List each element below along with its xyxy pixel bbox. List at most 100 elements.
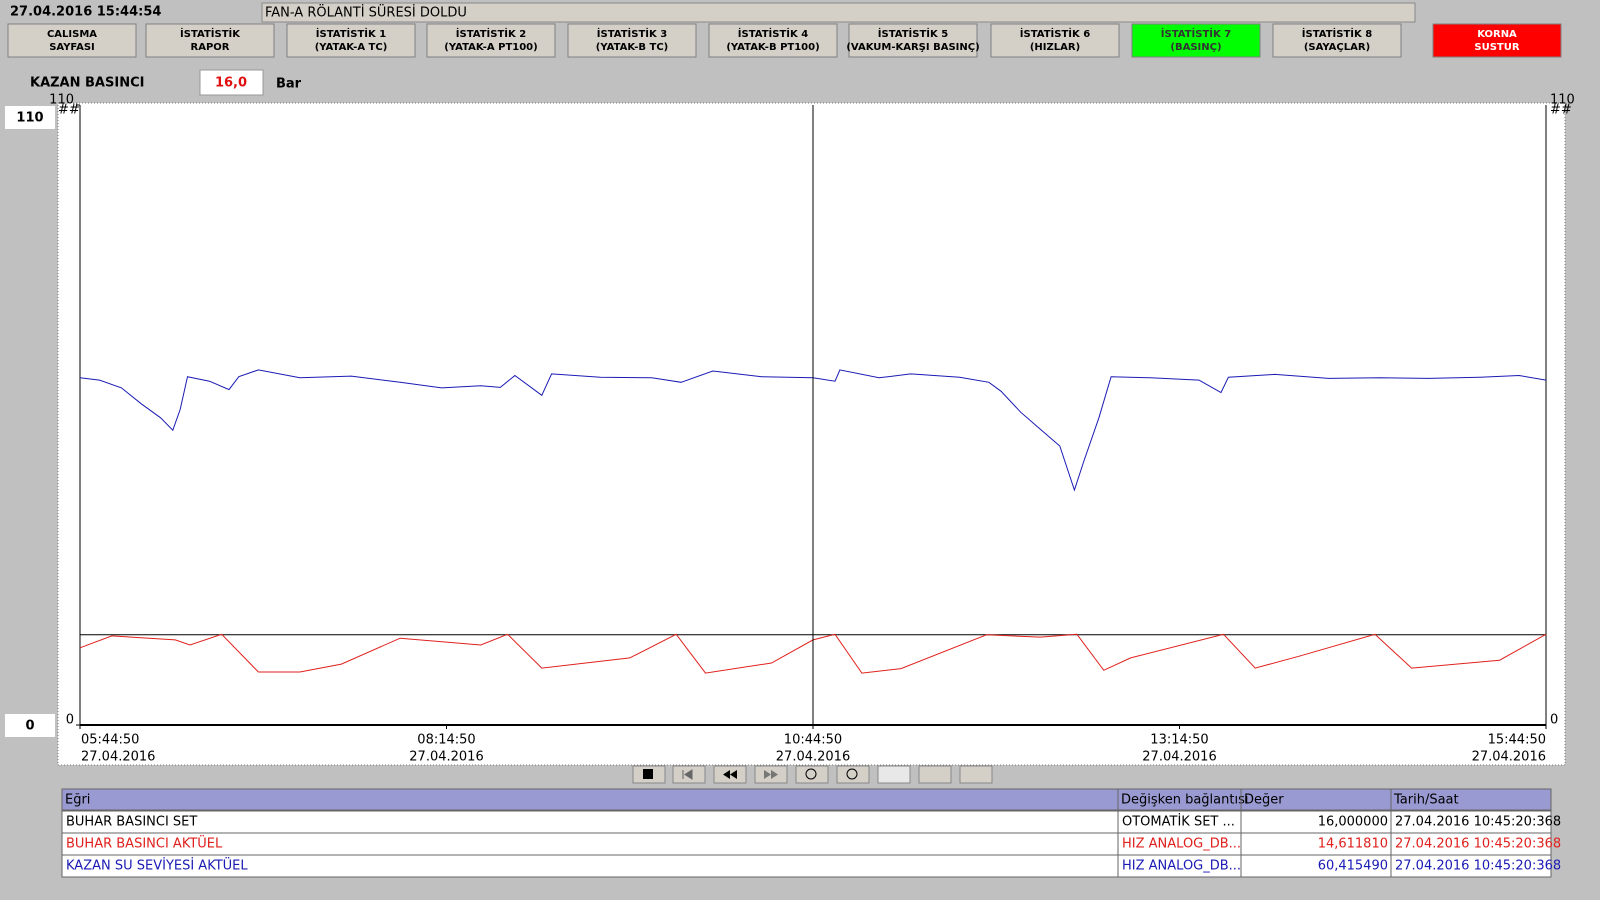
x-tick-label: 05:44:50 bbox=[81, 733, 139, 748]
top-marker: ## bbox=[1550, 103, 1572, 118]
message: FAN-A RÖLANTİ SÜRESİ DOLDU bbox=[265, 4, 467, 21]
y-tick-label: 0 bbox=[66, 713, 74, 728]
button-label: (BASINÇ) bbox=[1170, 42, 1221, 53]
button-label: RAPOR bbox=[191, 42, 230, 53]
toolbar bbox=[632, 765, 993, 784]
button-face[interactable] bbox=[1272, 23, 1402, 58]
x-tick-label: 15:44:50 bbox=[1488, 733, 1546, 748]
button-label: İSTATİSTİK bbox=[180, 26, 241, 40]
button-label: İSTATİSTİK 1 bbox=[316, 26, 386, 40]
nav-button[interactable]: İSTATİSTİK 7 (BASINÇ) bbox=[1131, 23, 1261, 58]
readout-label: KAZAN BASINCI bbox=[30, 76, 144, 91]
table-cell: HIZ ANALOG_DB... bbox=[1122, 837, 1241, 852]
button-label: İSTATİSTİK 3 bbox=[597, 26, 667, 40]
x-tick-date: 27.04.2016 bbox=[1142, 750, 1216, 765]
table-cell: KAZAN SU SEVİYESİ AKTÜEL bbox=[66, 857, 248, 874]
table-cell: 16,000000 bbox=[1318, 815, 1388, 830]
button-label: İSTATİSTİK 5 bbox=[878, 26, 948, 40]
nav-button[interactable]: İSTATİSTİK 4 (YATAK-B PT100) bbox=[708, 23, 838, 58]
datetime: 27.04.2016 15:44:54 bbox=[10, 5, 161, 20]
button-label: CALISMA bbox=[47, 29, 97, 40]
y-tick-label: 110 bbox=[1550, 93, 1575, 108]
table-cell: 14,611810 bbox=[1318, 837, 1388, 852]
button-bar: CALISMASAYFASIİSTATİSTİKRAPORİSTATİSTİK … bbox=[7, 23, 1562, 58]
x-tick-label: 13:14:50 bbox=[1150, 733, 1208, 748]
button-face[interactable] bbox=[1131, 23, 1261, 58]
button-face[interactable] bbox=[145, 23, 275, 58]
button-label: (YATAK-A TC) bbox=[315, 42, 388, 53]
y-tick-box bbox=[5, 714, 55, 737]
x-tick-date: 27.04.2016 bbox=[81, 750, 155, 765]
first-icon bbox=[682, 769, 693, 780]
table-cell: 60,415490 bbox=[1318, 859, 1388, 874]
x-tick-date: 27.04.2016 bbox=[776, 750, 850, 765]
y-tick-label: 0 bbox=[25, 719, 34, 734]
button-face[interactable] bbox=[286, 23, 416, 58]
nav-button[interactable]: İSTATİSTİK 1 (YATAK-A TC) bbox=[286, 23, 416, 58]
chart: ## ## 0 0 0 110 110 110 05:44:50 27.04.2016 08:14:… bbox=[5, 93, 1575, 765]
nav-button[interactable]: İSTATİSTİK 8 (SAYAÇLAR) bbox=[1272, 23, 1402, 58]
x-tick-label: 10:44:50 bbox=[784, 733, 842, 748]
x-tick-label: 08:14:50 bbox=[417, 733, 475, 748]
table-cell: 27.04.2016 10:45:20:368 bbox=[1395, 837, 1561, 852]
table-cell: 27.04.2016 10:45:20:368 bbox=[1395, 859, 1561, 874]
table-cell: 27.04.2016 10:45:20:368 bbox=[1395, 815, 1561, 830]
button-face[interactable] bbox=[567, 23, 697, 58]
button-label: İSTATİSTİK 7 bbox=[1161, 26, 1231, 40]
zoom-out-button[interactable] bbox=[836, 765, 870, 784]
nav-button[interactable]: CALISMA SAYFASI bbox=[7, 23, 137, 58]
nav-button[interactable]: İSTATİSTİK RAPOR bbox=[145, 23, 275, 58]
button-label: İSTATİSTİK 8 bbox=[1302, 26, 1372, 40]
button-label: İSTATİSTİK 2 bbox=[456, 26, 526, 40]
button-face[interactable] bbox=[1432, 23, 1562, 58]
x-tick-date: 27.04.2016 bbox=[409, 750, 483, 765]
stop-icon bbox=[643, 769, 653, 779]
series-line bbox=[79, 633, 1547, 674]
button-face[interactable] bbox=[848, 23, 978, 58]
top-marker: ## bbox=[58, 103, 80, 118]
button-face[interactable] bbox=[426, 23, 556, 58]
back-icon bbox=[723, 770, 737, 779]
table-cell: BUHAR BASINCI AKTÜEL bbox=[66, 835, 223, 852]
button-face[interactable] bbox=[990, 23, 1120, 58]
button-label: (VAKUM-KARŞI BASINÇ) bbox=[846, 42, 979, 53]
y-tick-label: 110 bbox=[16, 111, 43, 126]
column-header: Tarih/Saat bbox=[1393, 793, 1459, 808]
table-cell: BUHAR BASINCI SET bbox=[66, 815, 197, 830]
nav-button[interactable]: KORNA SUSTUR bbox=[1432, 23, 1562, 58]
nav-button[interactable]: İSTATİSTİK 6 (HIZLAR) bbox=[990, 23, 1120, 58]
table-row bbox=[61, 854, 1552, 878]
forward-icon bbox=[764, 770, 778, 779]
column-header: Eğri bbox=[65, 793, 90, 808]
zoom-in-icon bbox=[805, 768, 817, 780]
button-label: İSTATİSTİK 6 bbox=[1020, 26, 1090, 40]
message-box bbox=[261, 2, 1416, 23]
readout-box bbox=[199, 69, 264, 96]
readout-value: 16,0 bbox=[215, 76, 247, 91]
mode-button[interactable] bbox=[877, 765, 911, 784]
button-label: (YATAK-B TC) bbox=[596, 42, 668, 53]
button-face[interactable] bbox=[708, 23, 838, 58]
readout-unit: Bar bbox=[276, 77, 302, 92]
button-face[interactable] bbox=[7, 23, 137, 58]
button-label: SAYFASI bbox=[49, 42, 95, 53]
mode-button[interactable] bbox=[918, 765, 952, 784]
table-cell: OTOMATİK SET ... bbox=[1122, 814, 1235, 830]
y-tick-box bbox=[5, 106, 55, 129]
mode-button[interactable] bbox=[959, 765, 993, 784]
nav-button[interactable]: İSTATİSTİK 3 (YATAK-B TC) bbox=[567, 23, 697, 58]
button-label: (YATAK-B PT100) bbox=[726, 42, 819, 53]
y-tick-label: 0 bbox=[1550, 713, 1558, 728]
column-header: Değişken bağlantısı bbox=[1121, 793, 1248, 808]
button-label: (YATAK-A PT100) bbox=[444, 42, 537, 53]
nav-button[interactable]: İSTATİSTİK 2 (YATAK-A PT100) bbox=[426, 23, 556, 58]
button-label: (SAYAÇLAR) bbox=[1304, 42, 1370, 53]
button-label: KORNA bbox=[1477, 29, 1517, 40]
button-label: SUSTUR bbox=[1474, 42, 1519, 53]
button-label: İSTATİSTİK 4 bbox=[738, 26, 808, 40]
button-label: (HIZLAR) bbox=[1030, 42, 1080, 53]
nav-button[interactable]: İSTATİSTİK 5 (VAKUM-KARŞI BASINÇ) bbox=[846, 23, 980, 58]
zoom-out-icon bbox=[846, 768, 858, 780]
zoom-in-button[interactable] bbox=[795, 765, 829, 784]
